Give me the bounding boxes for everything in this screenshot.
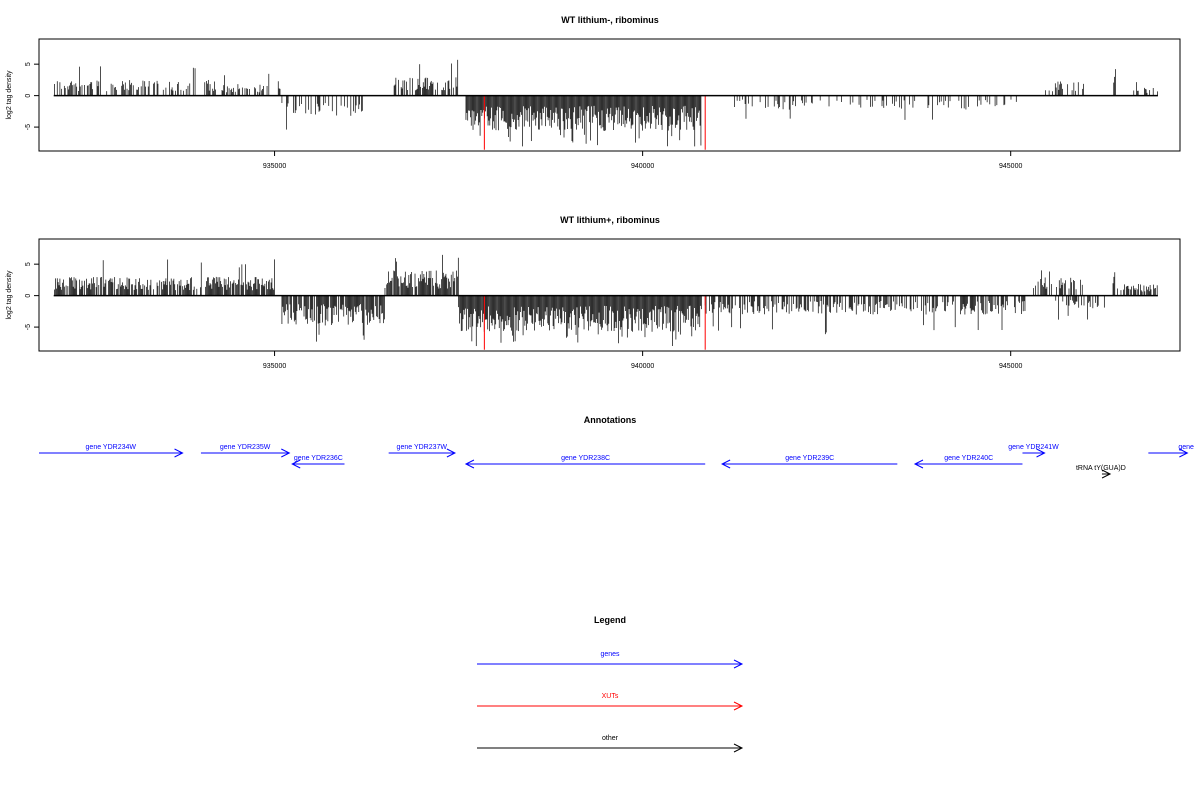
panel1-ylabel: log2 tag density [6, 70, 13, 120]
annotation-feature-label: gene [1178, 444, 1194, 451]
legend-entry-label: genes [600, 651, 620, 658]
annotation-feature: gene [1148, 444, 1194, 458]
annotation-feature-arrowhead [464, 459, 475, 469]
annotation-feature-arrowhead [721, 459, 731, 469]
panel1-title: WT lithium-, ribominus [561, 15, 659, 25]
annotation-feature-label: gene YDR234W [86, 444, 137, 451]
annotation-genes: gene YDR234W gene YDR235W gene YDR236C gene… [39, 444, 1194, 479]
annotation-feature-arrowhead [291, 459, 301, 469]
panel1-ytick-label: 0 [25, 94, 32, 98]
annotation-feature-label: gene YDR240C [944, 455, 993, 462]
panel1-axes: -5 0 5 935000 940000 945000 [25, 62, 1022, 170]
legend-entry-arrowhead [733, 743, 744, 753]
panel2-frame [38, 238, 1181, 352]
panel2-bars [54, 254, 1158, 350]
annotation-feature: gene YDR236C [291, 455, 345, 469]
panel-lithium-plus: WT lithium+, ribominus log2 tag density … [6, 215, 1181, 370]
legend-entry-label: XUTs [602, 693, 619, 700]
legend-entry: other [477, 735, 744, 753]
panel2-ytick-label: -5 [25, 324, 32, 330]
annotation-feature: gene YDR235W [200, 444, 291, 458]
panel2-ytick-label: 0 [25, 294, 32, 298]
annotation-feature-arrowhead [1179, 448, 1189, 458]
annotation-feature-label: tRNA tY(GUA)D [1076, 465, 1126, 472]
panel2-xtick-label: 940000 [631, 363, 654, 370]
panel2-xtick-label: 935000 [263, 363, 286, 370]
legend-entries: genes XUTs other [477, 651, 744, 753]
annotation-feature-arrowhead [281, 448, 291, 458]
annotation-feature: gene YDR241W [1008, 444, 1059, 458]
annotations-track: Annotations gene YDR234W gene YDR235Wgene… [39, 415, 1194, 479]
legend-title: Legend [594, 615, 626, 625]
panel2-title: WT lithium+, ribominus [560, 215, 660, 225]
legend-entry: XUTs [477, 693, 744, 711]
annotation-feature: gene YDR238C [464, 455, 706, 469]
panel1-bars [54, 59, 1158, 150]
legend-entry: genes [477, 651, 744, 669]
legend-entry-label: other [602, 735, 619, 742]
panel-lithium-minus: WT lithium-, ribominus log2 tag density … [6, 15, 1181, 170]
annotation-feature-arrowhead [913, 459, 924, 469]
annotation-feature: gene YDR240C [913, 455, 1023, 469]
annotation-feature-arrowhead [446, 448, 457, 458]
annotation-feature-arrowhead [1036, 448, 1046, 458]
panel1-xtick-label: 935000 [263, 163, 286, 170]
annotations-title: Annotations [584, 415, 637, 425]
annotation-feature: gene YDR237W [388, 444, 457, 458]
annotation-feature: gene YDR234W [39, 444, 184, 458]
panel2-ytick-label: 5 [25, 262, 32, 266]
annotation-feature-label: gene YDR238C [561, 455, 610, 462]
annotation-feature-label: gene YDR241W [1008, 444, 1059, 451]
annotation-feature-arrowhead [174, 448, 184, 458]
annotation-feature: gene YDR239C [721, 455, 898, 469]
panel1-frame [38, 38, 1181, 152]
panel2-ylabel: log2 tag density [6, 270, 13, 320]
legend: Legend genes XUTs other [477, 615, 744, 753]
panel1-xtick-label: 945000 [999, 163, 1022, 170]
annotation-feature-label: gene YDR235W [220, 444, 271, 451]
annotation-feature: tRNA tY(GUA)D [1076, 465, 1126, 479]
annotation-feature-label: gene YDR237W [397, 444, 448, 451]
panel2-axes: -5 0 5 935000 940000 945000 [25, 262, 1022, 370]
annotation-feature-label: gene YDR239C [785, 455, 834, 462]
legend-entry-arrowhead [733, 659, 744, 669]
annotation-feature-arrowhead [1101, 469, 1112, 479]
panel1-ytick-label: 5 [25, 62, 32, 66]
annotation-feature-label: gene YDR236C [294, 455, 343, 462]
panel1-ytick-label: -5 [25, 124, 32, 130]
panel2-xtick-label: 945000 [999, 363, 1022, 370]
legend-entry-arrowhead [733, 701, 744, 711]
panel1-xtick-label: 940000 [631, 163, 654, 170]
